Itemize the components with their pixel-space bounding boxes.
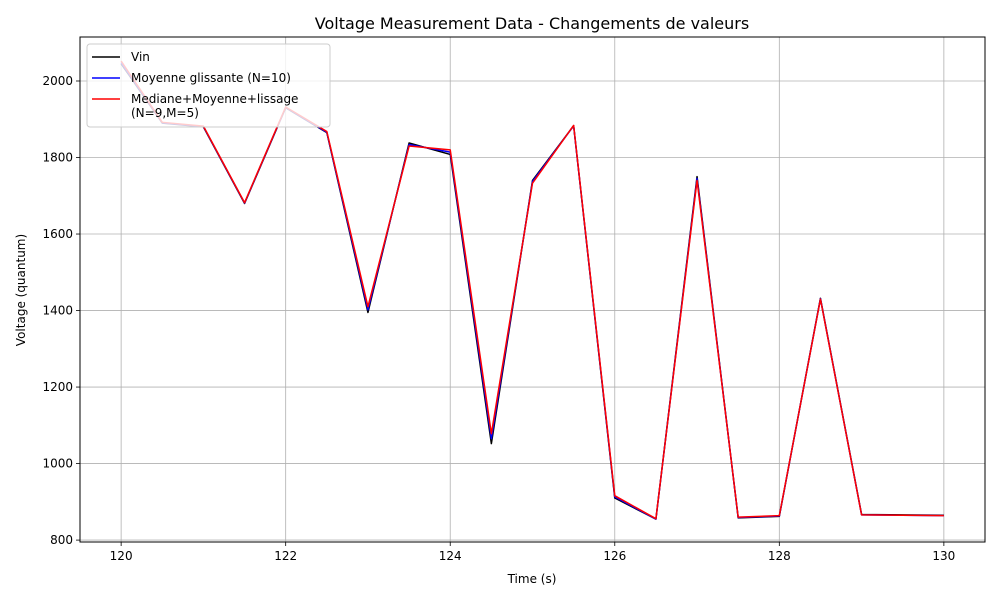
y-tick-label: 2000 bbox=[42, 74, 73, 88]
y-axis-title: Voltage (quantum) bbox=[14, 234, 28, 346]
y-tick-label: 1200 bbox=[42, 380, 73, 394]
y-tick-label: 1600 bbox=[42, 227, 73, 241]
x-axis-title: Time (s) bbox=[507, 572, 557, 586]
y-tick-label: 1400 bbox=[42, 304, 73, 318]
x-tick-label: 124 bbox=[439, 549, 462, 563]
legend-label-2: Mediane+Moyenne+lissage (N=9,M=5) bbox=[131, 92, 298, 120]
legend-label-1: Moyenne glissante (N=10) bbox=[131, 71, 291, 85]
x-tick-label: 130 bbox=[932, 549, 955, 563]
x-tick-label: 120 bbox=[110, 549, 133, 563]
legend-label-0: Vin bbox=[131, 50, 150, 64]
grid bbox=[80, 37, 985, 542]
axis-ticks: 120 122 124 126 128 130 800 1000 1200 1400 1600 180… bbox=[42, 74, 955, 563]
plot-frame bbox=[79, 36, 986, 543]
x-tick-label: 128 bbox=[768, 549, 791, 563]
x-tick-label: 122 bbox=[274, 549, 297, 563]
y-tick-label: 1800 bbox=[42, 151, 73, 165]
chart-title: Voltage Measurement Data - Changements d… bbox=[315, 14, 749, 33]
legend-box bbox=[86, 43, 331, 128]
series-line-2 bbox=[120, 60, 944, 520]
y-tick-label: 800 bbox=[50, 533, 73, 547]
x-tick-label: 126 bbox=[603, 549, 626, 563]
series-lines bbox=[120, 60, 944, 520]
y-tick-label: 1000 bbox=[42, 457, 73, 471]
legend: Vin Moyenne glissante (N=10) Mediane+Moyen… bbox=[86, 43, 331, 128]
